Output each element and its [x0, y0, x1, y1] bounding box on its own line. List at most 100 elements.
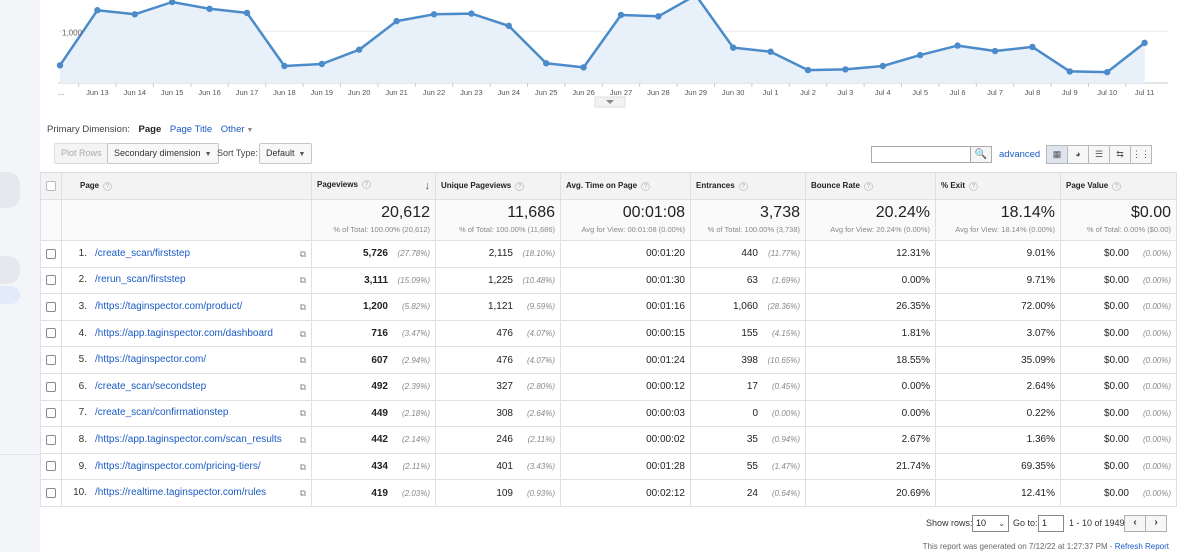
external-link-icon[interactable]: ⧉ [299, 301, 306, 312]
help-icon[interactable]: ? [361, 180, 371, 190]
totals-row: 20,612 % of Total: 100.00% (20,612) 11,68… [40, 199, 1177, 241]
primary-dimension-page[interactable]: Page [138, 124, 162, 135]
bounce-rate-cell: 0.00% [805, 399, 936, 428]
page-link[interactable]: /create_scan/firststep [95, 247, 191, 259]
external-link-icon[interactable]: ⧉ [299, 434, 306, 445]
x-tick-label: Jun 18 [273, 88, 296, 97]
row-checkbox[interactable] [46, 275, 56, 286]
col-page[interactable]: Page? [61, 172, 312, 200]
page-link[interactable]: /create_scan/confirmationstep [95, 407, 229, 419]
table-view-icon[interactable]: ▦ [1046, 145, 1068, 164]
secondary-dimension-dropdown[interactable]: Secondary dimension ▼ [107, 143, 219, 164]
advanced-filter-link[interactable]: advanced [999, 149, 1041, 160]
row-select-cell [40, 266, 62, 295]
col-page-value[interactable]: Page Value? [1060, 172, 1177, 200]
pageviews-value: 607 [371, 354, 388, 366]
page-link[interactable]: /create_scan/secondstep [95, 380, 207, 392]
row-checkbox[interactable] [46, 248, 56, 259]
page-cell: 1. /create_scan/firststep ⧉ [61, 240, 312, 268]
row-checkbox[interactable] [46, 381, 56, 392]
help-icon[interactable]: ? [738, 181, 748, 191]
col-pageviews[interactable]: Pageviews? ↓ [311, 172, 436, 200]
primary-dimension-page-title[interactable]: Page Title [169, 124, 213, 135]
page-cell: 10. /https://realtime.taginspector.com/ru… [61, 479, 312, 507]
total-bounce-rate: 20.24% Avg for View: 20.24% (0.00%) [805, 199, 936, 241]
page-link[interactable]: /https://taginspector.com/pricing-tiers/ [95, 460, 261, 472]
row-checkbox[interactable] [46, 355, 56, 366]
row-checkbox[interactable] [46, 488, 56, 498]
row-select-cell [40, 426, 62, 454]
page-link[interactable]: /https://taginspector.com/product/ [95, 300, 243, 312]
external-link-icon[interactable]: ⧉ [299, 275, 306, 286]
pageviews-pct: (2.39%) [401, 382, 430, 392]
data-point [1141, 39, 1148, 47]
page-link[interactable]: /https://realtime.taginspector.com/rules [95, 487, 267, 499]
external-link-icon[interactable]: ⧉ [299, 488, 306, 499]
x-tick-label: Jun 30 [722, 88, 745, 97]
exit-cell: 35.09% [935, 346, 1061, 374]
performance-view-icon[interactable]: ☰ [1088, 145, 1110, 164]
entrances-cell: 440 (11.77%) [690, 240, 806, 268]
help-icon[interactable]: ? [1112, 181, 1122, 191]
row-number: 9. [78, 460, 87, 472]
external-link-icon[interactable]: ⧉ [299, 381, 306, 392]
page-link[interactable]: /rerun_scan/firststep [95, 274, 186, 286]
entrances-cell: 1,060 (28.36%) [690, 293, 806, 321]
external-link-icon[interactable]: ⧉ [299, 461, 306, 472]
entrances-value: 63 [746, 274, 758, 286]
col-exit[interactable]: % Exit? [935, 172, 1061, 200]
external-link-icon[interactable]: ⧉ [299, 408, 306, 419]
row-checkbox[interactable] [46, 434, 56, 445]
help-icon[interactable]: ? [863, 181, 873, 191]
chevron-right-icon[interactable]: › [1145, 515, 1167, 532]
help-icon[interactable]: ? [103, 181, 113, 191]
col-unique-pageviews[interactable]: Unique Pageviews? [435, 172, 561, 200]
exit-value: 9.71% [1026, 274, 1055, 286]
page-link[interactable]: /https://app.taginspector.com/dashboard [95, 327, 273, 339]
avg-time-value: 00:01:16 [646, 301, 685, 313]
data-point [1029, 43, 1036, 51]
pageviews-cell: 442 (2.14%) [311, 426, 436, 454]
exit-cell: 9.71% [935, 266, 1061, 295]
refresh-report-link[interactable]: Refresh Report [1114, 542, 1169, 551]
select-all-checkbox[interactable] [46, 181, 56, 191]
help-icon[interactable]: ? [515, 181, 525, 191]
plot-rows-button[interactable]: Plot Rows [54, 143, 109, 164]
show-rows-select[interactable]: 10 ⌄ [972, 515, 1009, 532]
unique-pageviews-value: 1,225 [487, 274, 513, 286]
page-link[interactable]: /https://taginspector.com/ [95, 354, 207, 366]
external-link-icon[interactable]: ⧉ [299, 328, 306, 339]
row-checkbox[interactable] [46, 408, 56, 419]
pie-view-icon[interactable]: ◕ [1067, 145, 1089, 164]
goto-label: Go to: [1013, 518, 1038, 528]
page-link[interactable]: /https://app.taginspector.com/scan_resul… [95, 433, 282, 445]
row-checkbox[interactable] [46, 328, 56, 339]
goto-input[interactable]: 1 [1038, 515, 1064, 532]
external-link-icon[interactable]: ⧉ [299, 355, 306, 366]
search-icon[interactable]: 🔍 [971, 146, 992, 163]
exit-cell: 69.35% [935, 452, 1061, 481]
col-entrances[interactable]: Entrances? [690, 172, 806, 200]
sort-type-dropdown[interactable]: Default ▼ [259, 143, 313, 164]
sort-descending-icon[interactable]: ↓ [424, 180, 431, 192]
sort-type-value: Default [266, 148, 295, 158]
bounce-rate-cell: 1.81% [805, 319, 936, 348]
report-generated: This report was generated on 7/12/22 at … [923, 542, 1169, 551]
pivot-view-icon[interactable]: ⋮⋮ [1130, 145, 1152, 164]
help-icon[interactable]: ? [641, 181, 651, 191]
comparison-view-icon[interactable]: ⇆ [1109, 145, 1131, 164]
help-icon[interactable]: ? [969, 181, 979, 191]
row-checkbox[interactable] [46, 461, 56, 472]
row-checkbox[interactable] [46, 301, 56, 312]
chevron-left-icon[interactable]: ‹ [1124, 515, 1146, 532]
col-bounce-rate[interactable]: Bounce Rate? [805, 172, 936, 200]
table-search-input[interactable] [871, 146, 971, 163]
table-row: 2. /rerun_scan/firststep ⧉ 3,111 (15.09%) 1,2… [40, 266, 1177, 295]
page-value-value: $0.00 [1103, 328, 1129, 340]
row-select-cell [40, 479, 62, 507]
col-avg-time[interactable]: Avg. Time on Page? [560, 172, 691, 200]
external-link-icon[interactable]: ⧉ [299, 248, 306, 259]
primary-dimension-other[interactable]: Other ▼ [221, 124, 260, 135]
unique-pageviews-value: 246 [496, 434, 513, 446]
entrances-value: 24 [746, 487, 758, 499]
